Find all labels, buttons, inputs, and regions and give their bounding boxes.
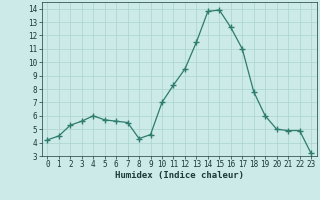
X-axis label: Humidex (Indice chaleur): Humidex (Indice chaleur) <box>115 171 244 180</box>
